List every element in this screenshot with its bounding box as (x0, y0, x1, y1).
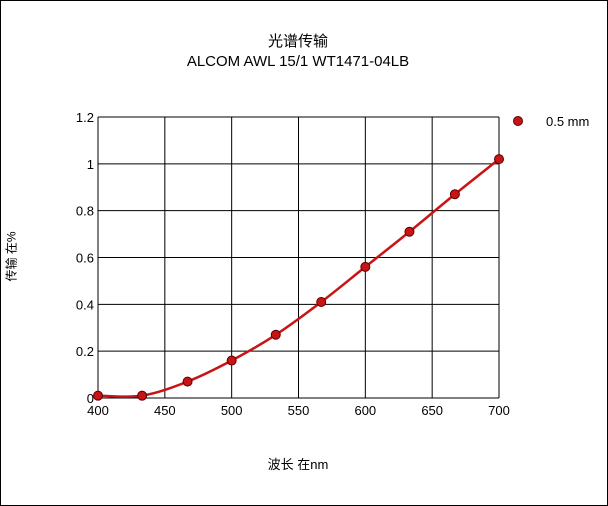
legend-label: 0.5 mm (546, 114, 589, 129)
y-tick-label: 0 (87, 391, 94, 406)
x-tick-label: 650 (421, 403, 443, 418)
x-tick-label: 400 (87, 403, 109, 418)
data-point (182, 376, 193, 387)
tick-labels: 400 450 500 550 600 650 700 0 0.2 0.4 0.6 0.8 1 1.2 (76, 110, 510, 418)
data-point (494, 154, 504, 165)
chart-subtitle: ALCOM AWL 15/1 WT1471-04LB (186, 53, 410, 70)
y-tick-label: 0.2 (76, 344, 94, 359)
x-tick-label: 450 (154, 403, 176, 418)
y-tick-label: 0.8 (76, 204, 94, 219)
y-tick-label: 0.6 (76, 251, 94, 266)
data-point (316, 296, 327, 307)
data-point (404, 226, 415, 237)
series-layer (93, 154, 504, 401)
chart-title-block: 光谱传输 ALCOM AWL 15/1 WT1471-04LB (0, 32, 596, 72)
grid (97, 116, 500, 399)
x-tick-label: 550 (288, 403, 310, 418)
data-point (270, 329, 281, 340)
legend: 0.5 mm (513, 114, 589, 129)
data-point (360, 261, 371, 272)
x-axis-label: 波长 在nm (267, 457, 329, 472)
x-tick-label: 600 (354, 403, 376, 418)
x-tick-label: 500 (221, 403, 243, 418)
legend-marker (513, 116, 523, 126)
data-point (226, 355, 237, 366)
y-tick-label: 1.2 (76, 110, 94, 125)
y-tick-label: 0.4 (76, 297, 94, 312)
y-tick-label: 1 (87, 157, 94, 172)
x-tick-label: 700 (488, 403, 510, 418)
chart-title: 光谱传输 (267, 33, 328, 50)
series-line (97, 158, 500, 398)
data-point (449, 189, 460, 200)
data-point (137, 390, 148, 401)
data-point (93, 390, 103, 401)
